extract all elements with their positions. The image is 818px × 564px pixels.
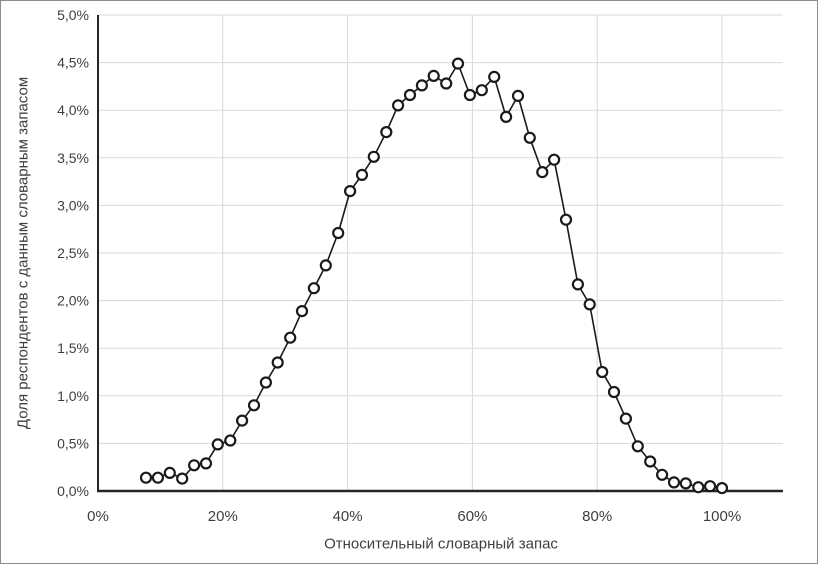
data-point-marker bbox=[511, 89, 525, 103]
series-line bbox=[146, 62, 723, 489]
data-point-marker bbox=[139, 471, 153, 484]
data-point-marker bbox=[655, 468, 669, 481]
data-point-marker bbox=[536, 166, 549, 179]
data-point-marker bbox=[596, 365, 609, 379]
data-point-marker bbox=[500, 110, 513, 124]
data-point-marker bbox=[703, 480, 717, 493]
y-tick-label: 0,0% bbox=[57, 483, 89, 499]
data-point-marker bbox=[284, 331, 297, 344]
data-point-marker bbox=[607, 385, 621, 399]
data-point-marker bbox=[583, 298, 596, 311]
data-point-marker bbox=[295, 305, 309, 318]
data-point-marker bbox=[440, 77, 453, 90]
data-point-marker bbox=[619, 412, 633, 425]
data-point-marker bbox=[224, 434, 237, 447]
y-tick-label: 2,0% bbox=[57, 293, 89, 309]
data-point-marker bbox=[367, 150, 380, 163]
y-tick-label: 4,5% bbox=[57, 55, 89, 71]
data-point-marker bbox=[463, 88, 476, 102]
data-point-marker bbox=[380, 126, 393, 139]
y-tick-label: 5,0% bbox=[57, 7, 89, 23]
data-point-marker bbox=[415, 79, 428, 92]
data-point-marker bbox=[571, 278, 585, 291]
data-point-marker bbox=[199, 457, 213, 470]
x-tick-label: 60% bbox=[457, 508, 487, 525]
data-point-marker bbox=[211, 438, 224, 451]
data-point-marker bbox=[488, 70, 501, 84]
data-point-marker bbox=[247, 399, 261, 412]
y-axis-title: Доля респондентов с данным словарным зап… bbox=[14, 76, 32, 430]
data-point-marker bbox=[319, 259, 332, 272]
y-tick-label: 2,5% bbox=[57, 245, 89, 261]
y-tick-label: 4,0% bbox=[57, 102, 89, 118]
data-point-marker bbox=[176, 472, 189, 485]
data-point-marker bbox=[547, 153, 561, 166]
y-tick-label: 3,0% bbox=[57, 197, 89, 213]
y-tick-label: 0,5% bbox=[57, 435, 89, 451]
data-point-marker bbox=[236, 414, 249, 427]
x-tick-label: 20% bbox=[208, 508, 238, 525]
data-point-marker bbox=[403, 88, 417, 102]
data-point-marker bbox=[715, 482, 729, 495]
data-point-marker bbox=[427, 69, 440, 83]
x-tick-label: 0% bbox=[87, 508, 109, 525]
data-point-marker bbox=[644, 455, 657, 468]
y-tick-label: 3,5% bbox=[57, 150, 89, 166]
data-point-marker bbox=[151, 471, 164, 484]
data-point-marker bbox=[475, 84, 488, 97]
data-point-marker bbox=[332, 226, 345, 240]
data-point-marker bbox=[271, 356, 284, 369]
x-tick-label: 40% bbox=[333, 508, 363, 525]
data-point-marker bbox=[344, 185, 357, 198]
y-tick-label: 1,5% bbox=[57, 340, 89, 356]
x-tick-label: 80% bbox=[582, 508, 612, 525]
data-point-marker bbox=[259, 376, 272, 389]
data-point-marker bbox=[631, 440, 644, 453]
data-point-marker bbox=[355, 168, 369, 181]
data-point-marker bbox=[451, 57, 465, 70]
data-point-marker bbox=[392, 99, 405, 112]
data-point-marker bbox=[692, 481, 705, 494]
data-point-marker bbox=[559, 213, 573, 226]
data-point-marker bbox=[163, 466, 176, 479]
data-point-marker bbox=[679, 477, 692, 490]
x-axis-title: Относительный словарный запас bbox=[324, 535, 558, 553]
x-tick-label: 100% bbox=[703, 508, 741, 525]
data-point-marker bbox=[667, 476, 681, 489]
data-point-marker bbox=[307, 282, 320, 295]
y-tick-label: 1,0% bbox=[57, 388, 89, 404]
data-point-marker bbox=[188, 459, 201, 472]
data-point-marker bbox=[523, 131, 536, 144]
